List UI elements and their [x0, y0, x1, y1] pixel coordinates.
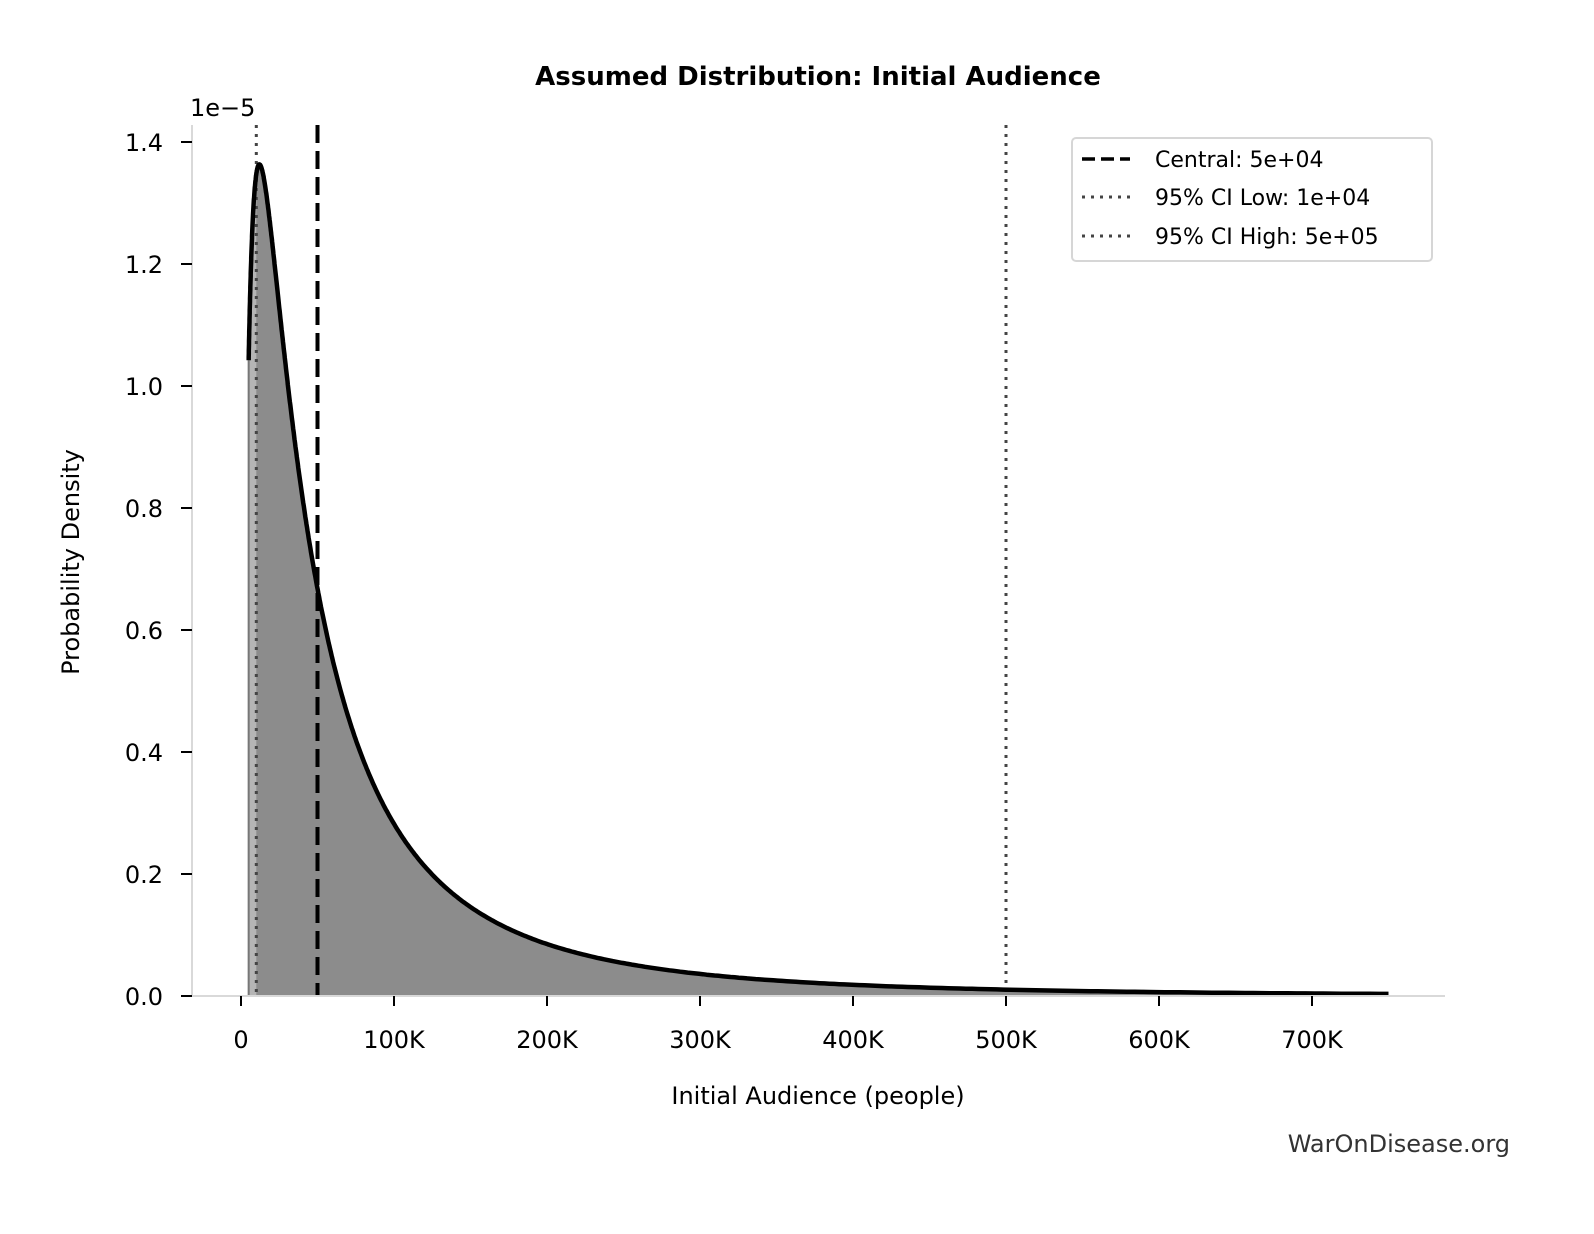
y-tick-label: 1.2: [125, 251, 163, 279]
legend-label-central: Central: 5e+04: [1155, 148, 1323, 173]
x-tick-label: 100K: [363, 1026, 426, 1054]
y-tick-label: 1.4: [125, 129, 163, 157]
y-tick-label: 0.6: [125, 617, 163, 645]
y-tick-label: 0.4: [125, 739, 163, 767]
chart-title: Assumed Distribution: Initial Audience: [535, 62, 1101, 92]
y-tick-label: 0.0: [125, 983, 163, 1011]
legend: Central: 5e+04 95% CI Low: 1e+04 95% CI …: [1071, 137, 1433, 262]
x-tick-label: 500K: [975, 1026, 1038, 1054]
plot-area: [246, 125, 1389, 997]
legend-box: [1071, 137, 1433, 262]
legend-label-ci-high: 95% CI High: 5e+05: [1155, 225, 1379, 250]
legend-label-ci-low: 95% CI Low: 1e+04: [1155, 186, 1370, 211]
y-tick-label: 1.0: [125, 373, 163, 401]
x-axis-label: Initial Audience (people): [671, 1082, 964, 1110]
x-tick-label: 400K: [822, 1026, 885, 1054]
x-tick-label: 700K: [1281, 1026, 1344, 1054]
y-ticks: 0.0 0.2 0.4 0.6 0.8 1.0 1.2 1.4: [125, 129, 192, 1011]
watermark: WarOnDisease.org: [1288, 1130, 1510, 1158]
x-tick-label: 300K: [669, 1026, 732, 1054]
y-offset-label: 1e−5: [190, 94, 255, 122]
x-tick-label: 600K: [1128, 1026, 1191, 1054]
y-tick-label: 0.8: [125, 495, 163, 523]
x-ticks: 0 100K 200K 300K 400K 500K 600K 700K: [233, 996, 1344, 1054]
y-axis-label: Probability Density: [57, 449, 85, 675]
x-tick-label: 200K: [516, 1026, 579, 1054]
y-tick-label: 0.2: [125, 861, 163, 889]
density-curve: [246, 162, 1389, 997]
x-tick-label: 0: [233, 1026, 248, 1054]
density-fill-below-ci: [248, 173, 257, 997]
density-fill: [248, 164, 1389, 996]
